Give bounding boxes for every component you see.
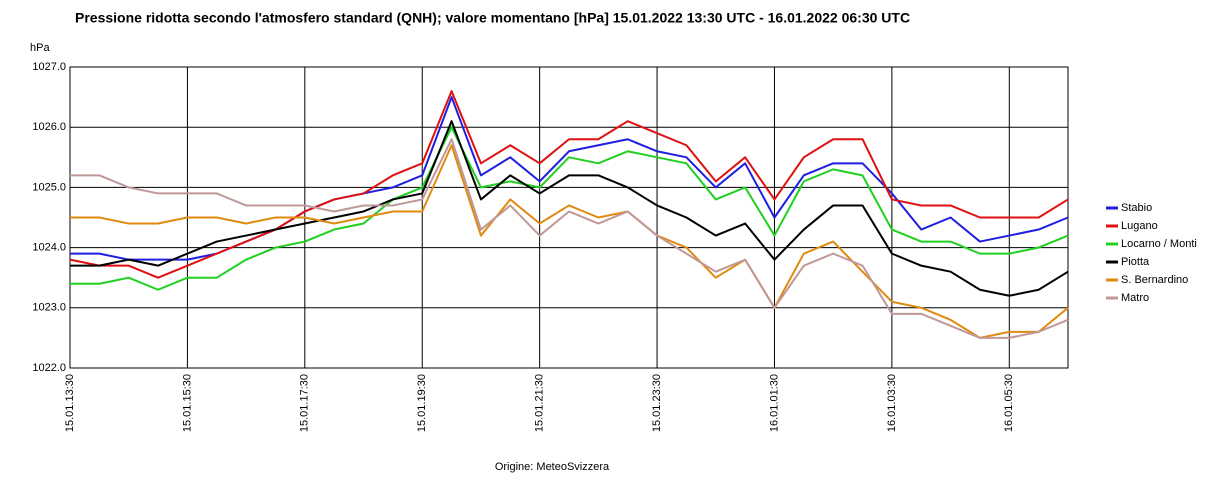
legend-label: Locarno / Monti — [1121, 238, 1197, 250]
y-tick-label: 1022.0 — [32, 362, 66, 374]
series-line — [70, 120, 1069, 297]
legend-label: Matro — [1121, 292, 1149, 304]
x-tick-label: 15.01.15:30 — [181, 374, 193, 432]
x-tick-label: 15.01.19:30 — [416, 374, 428, 432]
legend-label: Stabio — [1121, 202, 1152, 214]
chart-title: Pressione ridotta secondo l'atmosfero st… — [75, 10, 910, 26]
y-tick-label: 1025.0 — [32, 181, 66, 193]
series-line — [70, 126, 1069, 291]
series-line — [70, 138, 1069, 339]
x-tick-label: 15.01.17:30 — [299, 374, 311, 432]
source-note: Origine: MeteoSvizzera — [495, 461, 610, 473]
legend-label: Lugano — [1121, 220, 1158, 232]
y-tick-label: 1024.0 — [32, 242, 66, 254]
x-tick-label: 15.01.23:30 — [651, 374, 663, 432]
series-line — [69, 90, 1069, 279]
legend-label: S. Bernardino — [1121, 274, 1188, 286]
x-tick-label: 16.01.05:30 — [1003, 374, 1015, 432]
y-tick-label: 1027.0 — [32, 61, 66, 73]
y-tick-label: 1023.0 — [32, 302, 66, 314]
y-axis-label: hPa — [30, 42, 50, 54]
legend-label: Piotta — [1121, 256, 1150, 268]
x-tick-label: 15.01.21:30 — [534, 374, 546, 432]
y-tick-label: 1026.0 — [32, 121, 66, 133]
x-tick-label: 15.01.13:30 — [64, 374, 76, 432]
series-line — [70, 96, 1069, 261]
x-tick-label: 16.01.01:30 — [768, 374, 780, 432]
series-line — [70, 144, 1069, 339]
x-tick-label: 16.01.03:30 — [886, 374, 898, 432]
